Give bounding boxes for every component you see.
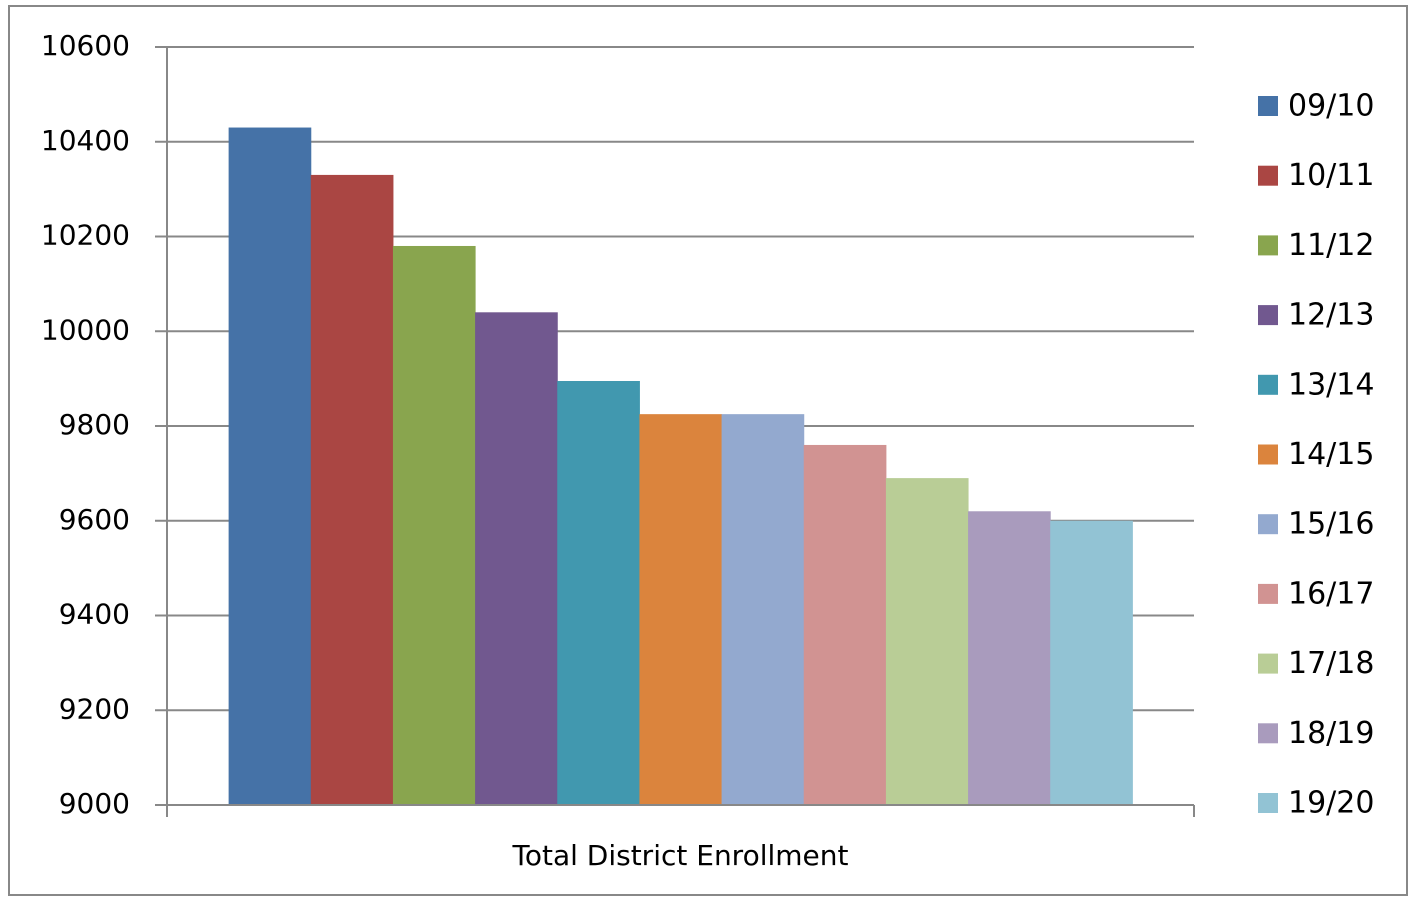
legend-label: 19/20 xyxy=(1288,786,1374,821)
legend-swatch xyxy=(1258,96,1278,116)
legend-label: 11/12 xyxy=(1288,228,1374,263)
legend-label: 16/17 xyxy=(1288,576,1374,611)
legend-swatch xyxy=(1258,793,1278,813)
y-tick-label: 10600 xyxy=(41,29,130,62)
y-tick-label: 9200 xyxy=(59,692,130,725)
legend-label: 13/14 xyxy=(1288,367,1374,402)
legend-swatch xyxy=(1258,444,1278,465)
bar xyxy=(968,511,1051,805)
legend-label: 15/16 xyxy=(1288,507,1374,542)
y-tick-label: 9600 xyxy=(59,503,130,536)
bar xyxy=(721,414,805,805)
legend-label: 14/15 xyxy=(1288,437,1374,472)
legend-swatch xyxy=(1258,235,1278,256)
x-tick-label: Total District Enrollment xyxy=(511,839,848,872)
bar xyxy=(557,380,640,805)
bar xyxy=(1050,520,1133,805)
bar xyxy=(639,414,723,805)
bar xyxy=(803,444,887,805)
y-tick-label: 10200 xyxy=(41,219,130,252)
legend-swatch xyxy=(1258,723,1278,744)
legend-swatch xyxy=(1258,305,1278,326)
y-tick-label: 10400 xyxy=(41,124,130,157)
legend-swatch xyxy=(1258,374,1278,395)
legend-label: 17/18 xyxy=(1288,646,1374,681)
bar xyxy=(392,245,476,806)
legend-swatch xyxy=(1258,514,1278,535)
legend-label: 18/19 xyxy=(1288,716,1374,751)
y-tick-label: 10000 xyxy=(41,313,130,346)
bar xyxy=(310,174,394,806)
y-tick-label: 9000 xyxy=(59,787,130,820)
legend-swatch xyxy=(1258,653,1278,674)
legend-label: 10/11 xyxy=(1288,158,1374,193)
legend-swatch xyxy=(1258,165,1278,186)
bar xyxy=(885,478,969,805)
y-tick-label: 9800 xyxy=(59,408,130,441)
legend-swatch xyxy=(1258,583,1278,604)
bar xyxy=(475,312,558,805)
legend-label: 09/10 xyxy=(1288,89,1374,124)
bar xyxy=(228,127,312,806)
legend-label: 12/13 xyxy=(1288,298,1374,333)
y-tick-label: 9400 xyxy=(59,598,130,631)
